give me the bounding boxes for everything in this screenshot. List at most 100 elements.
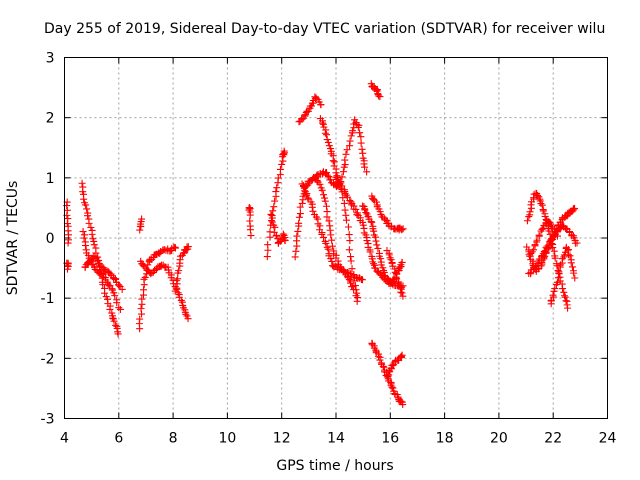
data-point-marker bbox=[106, 305, 114, 313]
data-point-marker bbox=[184, 315, 192, 323]
data-point-marker bbox=[399, 292, 407, 300]
data-point-marker bbox=[389, 384, 397, 392]
data-points bbox=[63, 80, 581, 409]
data-point-marker bbox=[562, 297, 570, 305]
data-point-marker bbox=[246, 226, 254, 234]
track-pass-8 bbox=[245, 204, 255, 240]
data-point-marker bbox=[308, 203, 316, 211]
data-point-marker bbox=[328, 242, 336, 250]
data-point-marker bbox=[91, 266, 99, 274]
data-point-marker bbox=[82, 242, 90, 250]
data-point-marker bbox=[87, 223, 95, 231]
data-point-marker bbox=[376, 93, 384, 101]
data-point-marker bbox=[271, 223, 279, 231]
data-point-marker bbox=[291, 253, 299, 261]
x-axis-label: GPS time / hours bbox=[276, 458, 393, 474]
data-point-marker bbox=[88, 230, 96, 238]
data-point-marker bbox=[372, 198, 380, 206]
data-point-marker bbox=[322, 202, 330, 210]
data-point-marker bbox=[325, 142, 333, 150]
x-tick-label: 22 bbox=[544, 431, 562, 447]
data-point-marker bbox=[90, 241, 98, 249]
data-point-marker bbox=[561, 293, 569, 301]
data-point-marker bbox=[352, 286, 360, 294]
data-point-marker bbox=[321, 194, 329, 202]
track-pass-5 bbox=[135, 243, 179, 333]
data-point-marker bbox=[338, 173, 346, 181]
data-point-marker bbox=[357, 133, 365, 141]
data-point-marker bbox=[272, 188, 280, 196]
data-point-marker bbox=[316, 180, 324, 188]
data-point-marker bbox=[558, 255, 566, 263]
data-point-marker bbox=[571, 205, 579, 213]
data-point-marker bbox=[78, 179, 86, 187]
data-point-marker bbox=[323, 131, 331, 139]
data-point-marker bbox=[295, 219, 303, 227]
data-point-marker bbox=[367, 218, 375, 226]
data-point-marker bbox=[363, 237, 371, 245]
data-point-marker bbox=[298, 199, 306, 207]
data-point-marker bbox=[358, 145, 366, 153]
grid-lines bbox=[64, 57, 608, 419]
data-point-marker bbox=[564, 251, 572, 259]
data-point-marker bbox=[281, 237, 289, 245]
data-point-marker bbox=[317, 101, 325, 109]
data-point-marker bbox=[321, 129, 329, 137]
data-point-marker bbox=[112, 321, 120, 329]
data-point-marker bbox=[82, 201, 90, 209]
track-pass-21 bbox=[368, 339, 407, 409]
data-point-marker bbox=[537, 200, 545, 208]
data-point-marker bbox=[118, 285, 126, 293]
data-point-marker bbox=[392, 273, 400, 281]
data-point-marker bbox=[347, 253, 355, 261]
data-point-marker bbox=[79, 228, 87, 236]
data-point-marker bbox=[540, 248, 548, 256]
data-point-marker bbox=[115, 304, 123, 312]
track-pass-14 bbox=[298, 180, 367, 284]
data-point-marker bbox=[570, 269, 578, 277]
data-point-marker bbox=[363, 168, 371, 176]
data-point-marker bbox=[182, 310, 190, 318]
track-pass-13 bbox=[316, 115, 362, 305]
data-point-marker bbox=[278, 160, 286, 168]
data-point-marker bbox=[349, 127, 357, 135]
data-point-marker bbox=[541, 247, 549, 255]
data-point-marker bbox=[322, 239, 330, 247]
data-point-marker bbox=[361, 163, 369, 171]
data-point-marker bbox=[80, 195, 88, 203]
data-point-marker bbox=[527, 250, 535, 258]
x-tick-label: 4 bbox=[60, 431, 69, 447]
track-pass-12 bbox=[295, 93, 325, 126]
data-point-marker bbox=[293, 232, 301, 240]
data-point-marker bbox=[264, 241, 272, 249]
data-point-marker bbox=[304, 107, 312, 115]
data-point-marker bbox=[95, 259, 103, 267]
x-tick-label: 8 bbox=[169, 431, 178, 447]
data-point-marker bbox=[329, 157, 337, 165]
data-point-marker bbox=[362, 209, 370, 217]
data-point-marker bbox=[551, 254, 559, 262]
data-point-marker bbox=[397, 288, 405, 296]
data-point-marker bbox=[562, 224, 570, 232]
data-point-marker bbox=[374, 244, 382, 252]
data-point-marker bbox=[360, 160, 368, 168]
data-point-marker bbox=[136, 226, 144, 234]
data-point-marker bbox=[171, 244, 179, 252]
data-point-marker bbox=[561, 292, 569, 300]
y-tick-label: 2 bbox=[46, 111, 55, 127]
data-point-marker bbox=[573, 239, 581, 247]
track-pass-26 bbox=[547, 243, 579, 308]
data-point-marker bbox=[138, 215, 146, 223]
data-point-marker bbox=[538, 201, 546, 209]
data-point-marker bbox=[559, 285, 567, 293]
data-point-marker bbox=[553, 262, 561, 270]
data-point-marker bbox=[80, 234, 88, 242]
data-point-marker bbox=[294, 227, 302, 235]
track-pass-19 bbox=[383, 247, 407, 300]
data-point-marker bbox=[391, 268, 399, 276]
x-tick-label: 18 bbox=[436, 431, 454, 447]
data-point-marker bbox=[339, 267, 347, 275]
data-point-marker bbox=[263, 253, 271, 261]
data-point-marker bbox=[246, 211, 254, 219]
data-point-marker bbox=[374, 352, 382, 360]
